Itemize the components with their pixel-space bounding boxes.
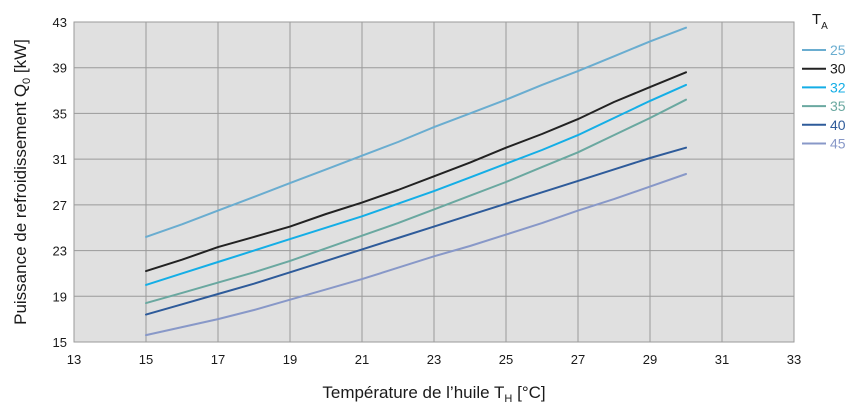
series-line-30 bbox=[145, 71, 687, 273]
y-axis-ticks: 15 19 23 27 31 35 39 43 bbox=[53, 15, 67, 350]
series-line-40 bbox=[145, 146, 687, 316]
series-line-35 bbox=[145, 98, 687, 305]
legend-label-40: 40 bbox=[830, 117, 846, 133]
legend-label-45: 45 bbox=[830, 136, 846, 152]
legend-label-35: 35 bbox=[830, 98, 846, 114]
x-tick-label: 33 bbox=[787, 352, 801, 367]
y-tick-label: 39 bbox=[53, 61, 67, 76]
legend-title-main: T bbox=[812, 11, 821, 28]
legend-label-30: 30 bbox=[830, 61, 846, 77]
x-tick-label: 25 bbox=[499, 352, 513, 367]
y-tick-label: 43 bbox=[53, 15, 67, 30]
grid bbox=[73, 21, 795, 343]
series-line-25 bbox=[145, 26, 687, 238]
y-axis-title-subscript: 0 bbox=[21, 78, 33, 84]
y-axis-title-unit: [kW] bbox=[11, 39, 30, 78]
x-tick-label: 13 bbox=[67, 352, 81, 367]
x-axis-title-subscript: H bbox=[504, 393, 512, 405]
x-tick-label: 15 bbox=[139, 352, 153, 367]
x-tick-label: 29 bbox=[643, 352, 657, 367]
x-axis-ticks: 13 15 17 19 21 23 25 27 29 31 33 bbox=[67, 352, 801, 367]
y-tick-label: 19 bbox=[53, 289, 67, 304]
y-axis-title: Puissance de refroidissement Q0 [kW] bbox=[11, 39, 33, 325]
legend: TA 25 30 32 35 40 45 bbox=[802, 11, 846, 152]
y-tick-label: 35 bbox=[53, 106, 67, 121]
x-tick-label: 27 bbox=[571, 352, 585, 367]
y-tick-label: 31 bbox=[53, 152, 67, 167]
series-lines bbox=[145, 26, 687, 337]
series-line-45 bbox=[145, 173, 687, 337]
x-tick-label: 19 bbox=[283, 352, 297, 367]
x-tick-label: 23 bbox=[427, 352, 441, 367]
x-axis-title-main: Température de l’huile T bbox=[322, 383, 504, 402]
y-tick-label: 23 bbox=[53, 244, 67, 259]
y-tick-label: 15 bbox=[53, 335, 67, 350]
y-axis-title-main: Puissance de refroidissement Q bbox=[11, 84, 30, 325]
x-tick-label: 17 bbox=[211, 352, 225, 367]
series-line-32 bbox=[145, 83, 687, 286]
y-tick-label: 27 bbox=[53, 198, 67, 213]
x-tick-label: 21 bbox=[355, 352, 369, 367]
legend-title: TA bbox=[812, 11, 828, 32]
legend-label-25: 25 bbox=[830, 42, 846, 58]
legend-items: 25 30 32 35 40 45 bbox=[802, 42, 846, 152]
x-axis-title: Température de l’huile TH [°C] bbox=[322, 383, 545, 405]
x-axis-title-unit: [°C] bbox=[512, 383, 545, 402]
legend-title-subscript: A bbox=[821, 21, 828, 32]
legend-label-32: 32 bbox=[830, 79, 846, 95]
x-tick-label: 31 bbox=[715, 352, 729, 367]
